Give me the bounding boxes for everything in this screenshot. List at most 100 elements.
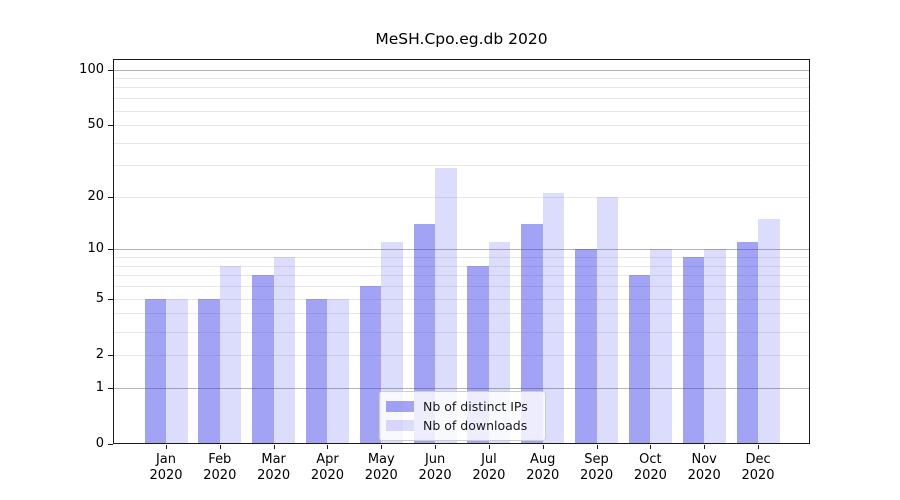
x-tick-year: 2020 [418,467,452,483]
gridline-minor [113,87,810,89]
bar-downloads [758,219,780,444]
x-tick-month: Apr [316,452,339,467]
bar-downloads [166,298,188,444]
bar-distinct-ips [413,224,436,444]
bar-distinct-ips [305,298,328,444]
x-tick-year: 2020 [364,467,398,483]
x-tick-mark [704,445,706,449]
x-tick-year: 2020 [526,467,560,483]
x-tick-month: Dec [745,452,771,467]
y-tick-mark [108,197,113,198]
x-tick-month: Sep [584,452,609,467]
bar-downloads [596,197,619,444]
x-tick-label: Sep 2020 [569,452,625,483]
x-tick-label: Feb 2020 [192,452,248,483]
y-tick-label: 2 [95,346,104,362]
legend-entry-distinct-ips: Nb of distinct IPs [386,399,537,414]
x-tick-label: Dec 2020 [730,452,786,483]
y-tick-mark [108,298,113,300]
bar-distinct-ips [628,275,651,444]
gridline-minor [113,197,810,198]
x-tick-mark [166,445,167,449]
gridline-major [113,249,810,251]
x-tick-month: Jan [155,452,177,467]
gridline-minor [113,142,810,144]
x-tick-mark [596,445,598,449]
bar-downloads [435,168,457,444]
y-tick-mark [108,387,113,389]
bar-downloads [327,298,349,444]
y-tick-mark [108,125,113,127]
chart-title: MeSH.Cpo.eg.db 2020 [375,30,548,48]
gridline-minor [113,125,810,127]
x-tick-month: Aug [530,452,556,467]
x-tick-month: Oct [639,452,662,467]
x-tick-label: Aug 2020 [515,452,571,483]
x-tick-month: Jul [481,452,497,467]
y-tick-label: 10 [87,241,104,257]
x-tick-label: Nov 2020 [676,452,732,483]
bar-downloads [219,265,242,444]
x-tick-mark [273,445,275,449]
x-tick-year: 2020 [203,467,237,483]
bar-distinct-ips [144,298,166,444]
x-tick-mark [488,445,490,449]
x-tick-mark [219,445,221,449]
x-tick-year: 2020 [149,467,183,483]
gridline-minor [113,110,810,112]
bar-downloads [542,193,565,444]
x-tick-year: 2020 [633,467,667,483]
x-tick-month: Mar [261,452,286,467]
x-tick-year: 2020 [741,467,775,483]
gridline-minor [113,78,810,80]
gridline-minor [113,165,810,167]
bar-distinct-ips [198,298,220,444]
gridline-minor [113,313,810,315]
bar-downloads [273,257,296,444]
x-tick-mark [758,445,760,449]
x-tick-label: Jul 2020 [461,452,517,483]
bar-distinct-ips [359,286,382,444]
x-tick-label: Apr 2020 [299,452,355,483]
y-tick-mark [108,354,113,356]
plot-area [113,59,810,444]
y-tick-label: 5 [95,290,104,306]
bar-distinct-ips [682,257,705,444]
gridline-minor [113,98,810,100]
legend-label-downloads: Nb of downloads [423,418,528,433]
bar-distinct-ips [575,249,597,444]
x-tick-mark [542,445,544,449]
gridline-major [113,387,810,389]
y-tick-label: 50 [87,117,104,133]
x-tick-year: 2020 [580,467,614,483]
legend-entry-downloads: Nb of downloads [386,418,537,433]
bar-distinct-ips [736,242,759,444]
x-tick-mark [327,445,329,449]
legend-swatch-downloads [386,420,414,431]
bar-downloads [704,249,726,444]
x-tick-label: Jun 2020 [407,452,463,483]
x-tick-label: Mar 2020 [246,452,302,483]
gridline-minor [113,265,810,267]
x-tick-label: Jan 2020 [138,452,194,483]
gridline-minor [113,331,810,333]
x-tick-mark [381,445,383,449]
x-tick-month: May [367,452,395,467]
y-tick-mark [108,249,113,251]
y-tick-label: 100 [79,61,104,77]
gridline-minor [113,298,810,300]
x-tick-label: May 2020 [353,452,409,483]
x-tick-month: Jun [424,452,446,467]
bar-distinct-ips [521,224,543,444]
x-tick-mark [650,445,652,449]
x-tick-mark [435,445,437,449]
x-tick-label: Oct 2020 [622,452,678,483]
legend-swatch-distinct-ips [386,401,414,412]
y-tick-label: 0 [95,436,104,451]
x-tick-year: 2020 [687,467,721,483]
legend-label-distinct-ips: Nb of distinct IPs [423,399,528,414]
x-tick-year: 2020 [472,467,506,483]
x-tick-month: Feb [208,452,232,467]
gridline-minor [113,354,810,356]
